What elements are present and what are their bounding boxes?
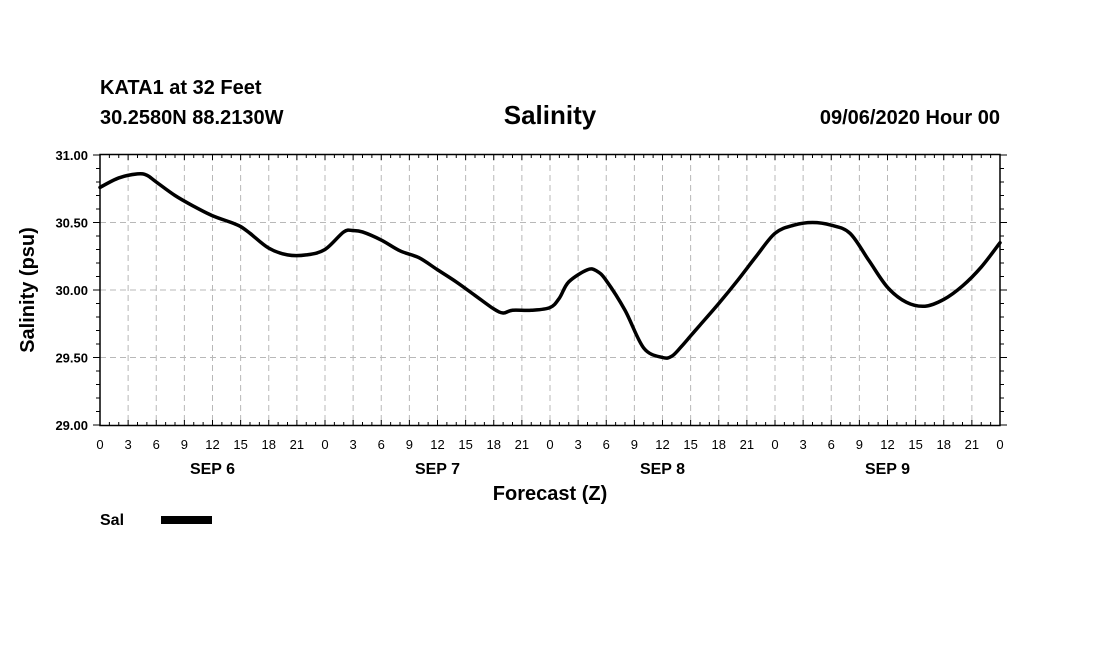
location-label: 30.2580N 88.2130W: [100, 107, 284, 129]
y-tick-label: 30.00: [55, 283, 88, 298]
x-tick-label: 3: [800, 437, 807, 452]
x-tick-label: 9: [181, 437, 188, 452]
x-tick-label: 9: [406, 437, 413, 452]
x-axis-label: Forecast (Z): [493, 483, 607, 505]
x-tick-label: 21: [515, 437, 529, 452]
y-axis-label: Salinity (psu): [17, 227, 39, 353]
x-tick-label: 3: [125, 437, 132, 452]
day-label: SEP 8: [640, 461, 685, 478]
x-tick-label: 3: [575, 437, 582, 452]
station-label: KATA1 at 32 Feet: [100, 77, 262, 99]
x-tick-label: 6: [153, 437, 160, 452]
x-tick-label: 0: [96, 437, 103, 452]
x-tick-label: 0: [546, 437, 553, 452]
x-tick-label: 21: [290, 437, 304, 452]
x-tick-label: 15: [908, 437, 922, 452]
x-tick-label: 12: [655, 437, 669, 452]
x-tick-label: 6: [828, 437, 835, 452]
x-tick-label: 12: [430, 437, 444, 452]
x-tick-label: 15: [233, 437, 247, 452]
x-tick-label: 18: [487, 437, 501, 452]
y-tick-label: 30.50: [55, 216, 88, 231]
y-tick-label: 29.00: [55, 418, 88, 433]
series-line-sal: [98, 171, 1002, 360]
x-tick-label: 0: [996, 437, 1003, 452]
day-label: SEP 6: [190, 461, 235, 478]
y-tick-label: 29.50: [55, 351, 88, 366]
x-tick-label: 18: [937, 437, 951, 452]
x-tick-label: 3: [350, 437, 357, 452]
x-tick-label: 18: [262, 437, 276, 452]
x-tick-label: 15: [458, 437, 472, 452]
x-tick-label: 9: [856, 437, 863, 452]
legend-swatch: [161, 516, 212, 524]
legend-label: Sal: [100, 512, 124, 529]
x-tick-label: 6: [603, 437, 610, 452]
gridlines: [100, 155, 1000, 425]
run-time-label: 09/06/2020 Hour 00: [820, 107, 1000, 129]
x-tick-label: 21: [740, 437, 754, 452]
day-label: SEP 7: [415, 461, 460, 478]
plot-frame: [99, 153, 1001, 427]
x-tick-label: 12: [205, 437, 219, 452]
day-label: SEP 9: [865, 461, 910, 478]
x-tick-label: 0: [321, 437, 328, 452]
x-tick-label: 9: [631, 437, 638, 452]
x-tick-label: 18: [712, 437, 726, 452]
y-tick-label: 31.00: [55, 148, 88, 163]
axis-tick-labels: 0 3 6 9 12 15 18 21 0 3 6 9 12 15 18 21 0 3 6 9 12 15 18 21 0 3 6 9…: [55, 148, 1003, 478]
chart-title: Salinity: [504, 100, 597, 130]
x-tick-label: 6: [378, 437, 385, 452]
x-tick-label: 21: [965, 437, 979, 452]
x-tick-label: 12: [880, 437, 894, 452]
x-tick-label: 15: [683, 437, 697, 452]
x-tick-label: 0: [771, 437, 778, 452]
